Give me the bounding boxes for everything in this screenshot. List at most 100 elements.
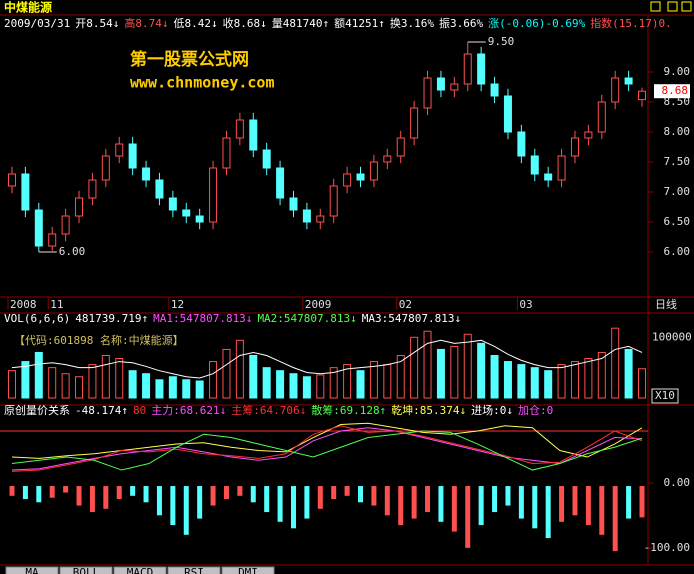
hist-bar xyxy=(277,486,283,522)
volume-legend: 【代码:601898 名称:中煤能源】 xyxy=(14,333,184,347)
candle-body xyxy=(423,77,432,109)
tab-label[interactable]: BOLL xyxy=(73,566,100,574)
volume-bar xyxy=(463,333,472,399)
y-tick-label: 0.00 xyxy=(664,476,691,489)
last-price: 8.68 xyxy=(662,84,689,97)
volume-bar xyxy=(530,367,539,399)
y-tick-label: 8.50 xyxy=(664,95,691,108)
toolbar-icons[interactable] xyxy=(650,1,692,12)
candle-body xyxy=(75,197,84,217)
info-item: 主筹:64.706↓ xyxy=(231,403,306,417)
indicator-line xyxy=(11,422,643,459)
tab[interactable] xyxy=(59,566,113,574)
candle-body xyxy=(155,179,164,199)
info-item: 481739.719↑ xyxy=(75,312,148,325)
hist-bar xyxy=(170,486,176,526)
hist-bar xyxy=(465,486,471,548)
candle-body xyxy=(329,185,338,217)
volume-bar xyxy=(168,376,177,399)
hist-bar xyxy=(559,486,565,522)
tab[interactable] xyxy=(5,566,59,574)
indicator-line xyxy=(11,425,643,472)
icon[interactable] xyxy=(667,1,678,12)
candle-body xyxy=(557,155,566,181)
candle-body xyxy=(128,143,137,169)
hist-bar xyxy=(572,486,578,516)
date-label: 03 xyxy=(519,298,532,311)
hist-bar xyxy=(290,486,296,529)
volume-bar xyxy=(276,370,285,399)
candle-body xyxy=(316,215,325,223)
volume-bar xyxy=(450,345,459,399)
icon[interactable] xyxy=(681,1,692,12)
hist-bar xyxy=(63,486,69,493)
candle-body xyxy=(195,215,204,223)
volume-bar xyxy=(597,351,606,399)
y-tick-label: 7.00 xyxy=(664,185,691,198)
y-tick-label: 6.50 xyxy=(664,215,691,228)
volume-bar xyxy=(8,370,16,399)
volume-bar xyxy=(624,348,633,399)
multiplier: X10 xyxy=(655,389,675,402)
hist-bar xyxy=(143,486,149,503)
volume-bar xyxy=(503,361,512,399)
volume-bar xyxy=(369,361,378,399)
candle-body xyxy=(21,173,30,211)
hist-bar xyxy=(237,486,243,496)
volume-bar xyxy=(289,373,298,399)
volume-bar xyxy=(611,327,620,399)
candle-body xyxy=(477,53,486,85)
hist-bar xyxy=(612,486,618,552)
tab-label[interactable]: DMI xyxy=(238,566,258,574)
volume-bar xyxy=(517,364,526,399)
candle-body xyxy=(8,173,16,187)
candle-body xyxy=(544,173,553,181)
hist-bar xyxy=(156,486,162,516)
candle-body xyxy=(343,173,352,187)
info-item: 乾坤:85.374↓ xyxy=(391,403,466,417)
info-item: 额41251↑ xyxy=(334,17,385,30)
candle-body xyxy=(638,90,646,101)
volume-bar xyxy=(48,367,57,399)
candle-body xyxy=(383,155,392,163)
icon[interactable] xyxy=(650,1,661,12)
tab[interactable] xyxy=(113,566,167,574)
hist-bar xyxy=(358,486,364,503)
volume-bar xyxy=(570,361,579,399)
volume-bar xyxy=(182,379,191,399)
hist-bar xyxy=(492,486,498,513)
tab[interactable] xyxy=(167,566,221,574)
hist-bar xyxy=(585,486,591,526)
info-item: 涨(-0.06)-0.69% xyxy=(488,17,585,30)
volume-bar xyxy=(235,339,244,399)
tab-label[interactable]: MA xyxy=(25,566,39,574)
volume-bar xyxy=(584,358,593,399)
volume-bar xyxy=(115,358,124,399)
candle-body xyxy=(289,197,298,211)
hist-bar xyxy=(197,486,203,519)
volume-bar xyxy=(209,361,218,399)
date-label: 11 xyxy=(50,298,63,311)
volume-bar xyxy=(477,342,486,399)
tab-label[interactable]: MACD xyxy=(127,566,154,574)
hist-bar xyxy=(451,486,457,532)
frame xyxy=(0,14,694,566)
hist-bar xyxy=(344,486,350,496)
hist-bar xyxy=(371,486,377,506)
volume-bar xyxy=(21,361,30,399)
volume-bar xyxy=(88,364,97,399)
hist-bar xyxy=(438,486,444,522)
volume-bar xyxy=(249,355,258,399)
tab-label[interactable]: RSI xyxy=(184,566,204,574)
indicator-line xyxy=(11,430,643,471)
hist-bar xyxy=(425,486,431,513)
candle-body xyxy=(209,167,218,223)
candle-body xyxy=(517,131,526,157)
volume-bar xyxy=(195,380,204,399)
hist-bar xyxy=(505,486,511,506)
candle-body xyxy=(222,137,231,169)
tab[interactable] xyxy=(221,566,275,574)
date-label: 2008 xyxy=(10,298,37,311)
